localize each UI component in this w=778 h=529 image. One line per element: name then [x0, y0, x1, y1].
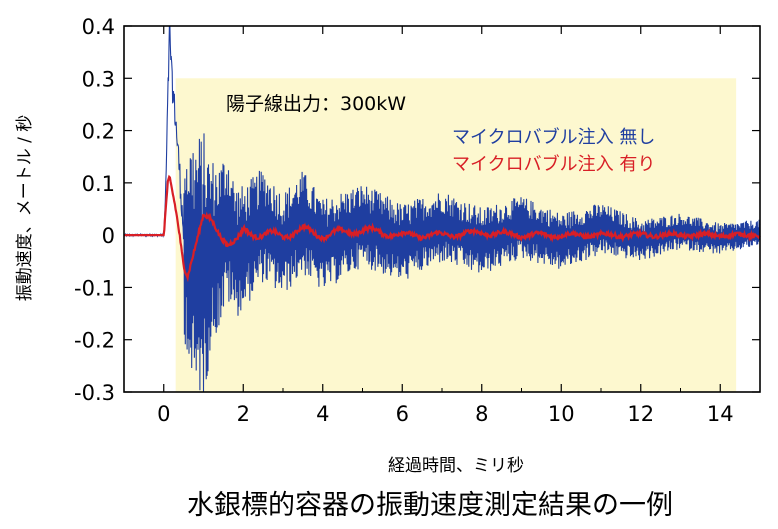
- x-tick-label: 4: [316, 402, 329, 426]
- series-line-no-bubble: [123, 25, 761, 393]
- figure-caption: 水銀標的容器の振動速度測定結果の一例: [187, 490, 673, 521]
- x-tick-label: 2: [237, 402, 250, 426]
- y-tick-labels: 0.4 0.3 0.2 0.1 0 -0.1 -0.2 -0.3: [74, 15, 115, 405]
- y-axis-title: 振動速度、メートル / 秒: [15, 115, 35, 302]
- x-tick-label: 14: [707, 402, 734, 426]
- annotation-text: 陽子線出力：300kW: [226, 93, 406, 115]
- legend-series-2: マイクロバブル注入 有り: [452, 153, 655, 175]
- x-tick-label: 8: [475, 402, 488, 426]
- plot-frame: [123, 25, 761, 393]
- x-tick-labels: 0 2 4 6 8 10 12 14: [157, 402, 734, 426]
- x-tick-label: 0: [157, 402, 170, 426]
- y-tick-label: 0: [102, 224, 115, 248]
- series-lines: [123, 25, 761, 393]
- x-tick-label: 10: [548, 402, 575, 426]
- series-line-with-bubble: [124, 174, 761, 283]
- y-tick-label: 0.2: [82, 120, 115, 144]
- x-axis-title: 経過時間、ミリ秒: [388, 456, 524, 476]
- x-tick-label: 6: [396, 402, 409, 426]
- y-tick-label: -0.2: [74, 329, 115, 353]
- y-tick-label: 0.3: [82, 67, 115, 91]
- y-tick-label: 0.4: [82, 15, 115, 39]
- legend-series-1: マイクロバブル注入 無し: [452, 126, 655, 148]
- y-tick-label: -0.3: [74, 381, 115, 405]
- y-tick-label: 0.1: [82, 172, 115, 196]
- y-tick-label: -0.1: [74, 276, 115, 300]
- x-tick-label: 12: [627, 402, 654, 426]
